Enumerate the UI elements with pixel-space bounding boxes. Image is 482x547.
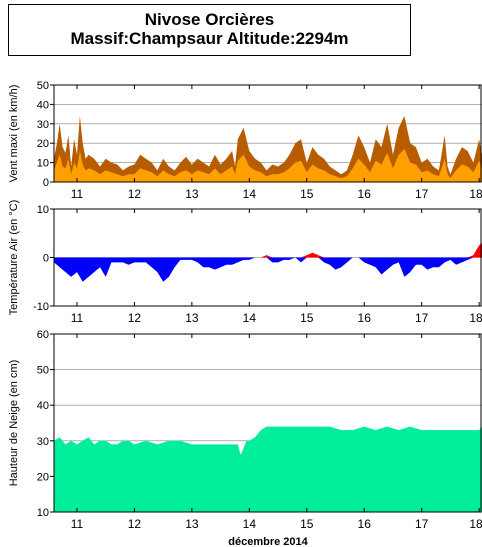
- wind-frame: [53, 84, 482, 183]
- temperature-negative-area: [54, 257, 482, 282]
- temperature-xtick-label: 15: [300, 311, 314, 325]
- temperature-area-group: [54, 242, 482, 282]
- temperature-ytick-label: 0: [43, 253, 49, 265]
- temperature-xtick-label: 18: [469, 311, 482, 325]
- snow_height-panel: [50, 333, 482, 513]
- snow_height-ytick-label: 20: [37, 471, 49, 483]
- temperature-xtick-label: 17: [415, 311, 429, 325]
- temperature-frame: [53, 208, 482, 307]
- wind-xtick-label: 13: [185, 187, 199, 201]
- snow_height-frame: [53, 333, 482, 513]
- wind-ytick-label: 40: [37, 99, 49, 111]
- wind-xtick-label: 14: [243, 187, 257, 201]
- wind-ytick-label: 20: [37, 138, 49, 150]
- title-box: Nivose Orcières Massif:Champsaur Altitud…: [8, 4, 411, 56]
- temperature-xtick-label: 12: [128, 311, 142, 325]
- snow_height-xtick-label: 16: [358, 517, 372, 531]
- xaxis-label: décembre 2014: [228, 536, 308, 547]
- temperature-ytick-label: -10: [33, 301, 49, 313]
- wind-area-group: [54, 116, 482, 182]
- snow_height-ylabel: Hauteur de Neige (en cm): [8, 360, 20, 487]
- snow-height-area: [54, 426, 482, 512]
- snow_height-xtick-label: 12: [128, 517, 142, 531]
- wind-ytick-label: 50: [37, 80, 49, 92]
- snow_height-xtick-label: 11: [71, 517, 84, 531]
- wind-ytick-label: 10: [37, 158, 49, 170]
- station-subtitle: Massif:Champsaur Altitude:2294m: [70, 29, 349, 48]
- snow_height-xtick-label: 14: [243, 517, 257, 531]
- wind-xtick-label: 18: [469, 187, 482, 201]
- wind-ylabel: Vent maxi (en km/h): [8, 85, 20, 183]
- snow_height-ytick-label: 30: [37, 436, 49, 448]
- wind-xtick-label: 12: [128, 187, 142, 201]
- wind-xtick-label: 16: [358, 187, 372, 201]
- wind-ytick-label: 30: [37, 119, 49, 131]
- temperature-positive-area: [54, 242, 482, 258]
- wind-xtick-label: 11: [71, 187, 84, 201]
- snow_height-ytick-label: 60: [37, 329, 49, 341]
- wind-xtick-label: 17: [415, 187, 429, 201]
- wind-panel: [50, 84, 482, 183]
- snow_height-ytick-label: 10: [37, 507, 49, 519]
- temperature-panel: [50, 208, 482, 307]
- snow_height-xtick-label: 13: [185, 517, 199, 531]
- snow_height-area-group: [54, 426, 482, 512]
- snow_height-xtick-label: 18: [469, 517, 482, 531]
- wind-mean-area: [54, 149, 482, 182]
- snow_height-ytick-label: 50: [37, 365, 49, 377]
- temperature-xtick-label: 14: [243, 311, 257, 325]
- station-title: Nivose Orcières: [144, 10, 275, 29]
- wind-ytick-label: 0: [43, 177, 49, 189]
- wind-xtick-label: 15: [300, 187, 314, 201]
- temperature-ytick-label: 10: [37, 204, 49, 216]
- snow_height-xtick-label: 17: [415, 517, 429, 531]
- snow_height-ytick-label: 40: [37, 400, 49, 412]
- temperature-xtick-label: 13: [185, 311, 199, 325]
- temperature-ylabel: Température Air (en °C): [8, 200, 20, 316]
- temperature-xtick-label: 16: [358, 311, 372, 325]
- temperature-xtick-label: 11: [71, 311, 84, 325]
- snow_height-xtick-label: 15: [300, 517, 314, 531]
